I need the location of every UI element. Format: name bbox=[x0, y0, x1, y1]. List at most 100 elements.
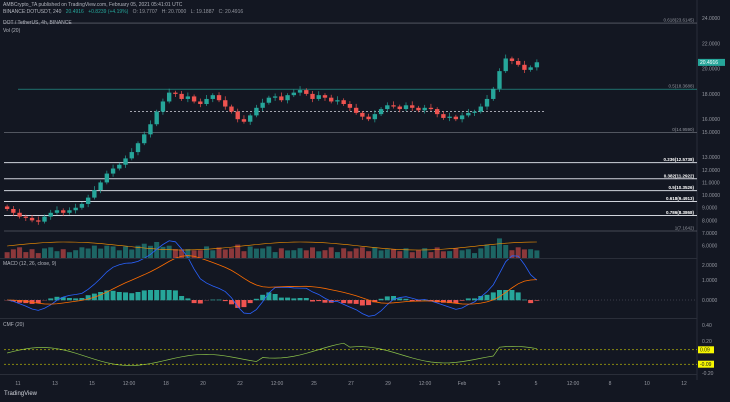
macd-histogram-bar bbox=[278, 297, 284, 301]
macd-label[interactable]: MACD (12, 26, close, 9) bbox=[3, 261, 57, 267]
time-tick: 8 bbox=[609, 381, 612, 387]
volume-bar bbox=[472, 253, 478, 258]
candle-body bbox=[291, 92, 296, 96]
time-tick: 12:00 bbox=[271, 381, 284, 387]
macd-histogram-bar bbox=[447, 300, 453, 304]
pane-divider[interactable] bbox=[0, 258, 697, 259]
candle-body bbox=[360, 112, 365, 117]
candle-body bbox=[484, 98, 490, 107]
volume-bar bbox=[297, 248, 303, 258]
candle-body bbox=[403, 105, 409, 110]
fib-level-label: 1(7.1642) bbox=[675, 226, 695, 231]
volume-bar bbox=[135, 245, 141, 258]
time-tick: 13 bbox=[52, 381, 58, 387]
cmf-tick: 0.40 bbox=[702, 323, 712, 329]
macd-histogram-bar bbox=[116, 292, 122, 301]
volume-bar bbox=[509, 250, 515, 258]
volume-bar bbox=[422, 248, 428, 258]
macd-histogram-bar bbox=[147, 290, 153, 301]
volume-bar bbox=[397, 251, 403, 258]
time-tick: 12:00 bbox=[123, 381, 136, 387]
price-tick: 15.0000 bbox=[702, 130, 720, 136]
candle-body bbox=[366, 116, 371, 120]
candle-body bbox=[491, 88, 496, 99]
macd-histogram-bar bbox=[310, 300, 316, 302]
candle-body bbox=[310, 93, 315, 99]
volume-bar bbox=[73, 250, 79, 258]
macd-histogram-bar bbox=[341, 300, 347, 304]
candle-body bbox=[229, 106, 234, 112]
candle-body bbox=[522, 64, 527, 70]
pane-divider[interactable] bbox=[0, 318, 697, 319]
macd-histogram-bar bbox=[210, 299, 216, 301]
candle-body bbox=[416, 107, 421, 111]
volume-bar bbox=[191, 250, 197, 258]
publish-line: AMBCrypto_TA published on TradingView.co… bbox=[3, 2, 183, 8]
candle-body bbox=[453, 116, 459, 120]
tradingview-logo[interactable]: TradingView bbox=[4, 391, 38, 397]
macd-histogram-bar bbox=[372, 300, 378, 303]
macd-tick: 0.0000 bbox=[702, 298, 718, 304]
volume-bar bbox=[123, 246, 129, 258]
volume-bar bbox=[228, 248, 234, 258]
macd-histogram-bar bbox=[85, 295, 91, 301]
price-tick: 6.0000 bbox=[702, 244, 718, 250]
time-tick: Feb bbox=[458, 381, 467, 387]
cmf-label[interactable]: CMF (20) bbox=[3, 322, 25, 328]
macd-histogram-bar bbox=[496, 290, 502, 301]
volume-bar bbox=[310, 247, 316, 258]
candle-body bbox=[353, 107, 359, 113]
volume-bar bbox=[54, 251, 60, 258]
fib-level-label: 0.5(18.3688) bbox=[668, 84, 694, 89]
candle-body bbox=[316, 95, 321, 99]
volume-bar bbox=[434, 247, 440, 258]
volume-bar bbox=[166, 245, 172, 258]
candle-body bbox=[173, 92, 178, 94]
pane-divider bbox=[0, 374, 697, 375]
candle-body bbox=[54, 210, 60, 213]
volume-bar bbox=[17, 247, 23, 258]
time-tick: 12:00 bbox=[419, 381, 432, 387]
macd-histogram-bar bbox=[459, 300, 465, 301]
candle-body bbox=[73, 207, 78, 211]
volume-bar bbox=[23, 252, 29, 258]
macd-histogram-bar bbox=[322, 300, 328, 303]
volume-bar bbox=[372, 247, 378, 258]
legend-title[interactable]: DOT / TetherUS, 4h, BINANCE bbox=[3, 20, 72, 26]
candle-body bbox=[509, 58, 515, 62]
price-tick: 9.0000 bbox=[702, 206, 718, 212]
macd-histogram-bar bbox=[160, 290, 166, 301]
volume-bar bbox=[490, 245, 496, 258]
macd-histogram-bar bbox=[197, 300, 203, 304]
macd-histogram-bar bbox=[316, 300, 322, 302]
price-tick: 24.0000 bbox=[702, 16, 720, 22]
candle-body bbox=[304, 90, 309, 94]
volume-bar bbox=[29, 249, 35, 258]
volume-bar bbox=[110, 246, 116, 258]
candle-body bbox=[397, 106, 402, 110]
macd-histogram-bar bbox=[347, 300, 353, 304]
volume-bar bbox=[478, 248, 484, 258]
macd-histogram-bar bbox=[391, 296, 397, 301]
ohlc-line: BINANCE:DOTUSDT, 240 20.4916 +0.8239 (+4… bbox=[3, 9, 246, 15]
volume-bar bbox=[4, 252, 10, 258]
candle-body bbox=[434, 109, 440, 115]
candle-body bbox=[98, 182, 103, 191]
fib-level-label: 0.236(12.5738) bbox=[663, 157, 694, 162]
volume-bar bbox=[409, 252, 415, 258]
macd-histogram-bar bbox=[73, 298, 79, 301]
last-price: 20.4916 bbox=[65, 9, 84, 15]
close-value: C: 20.4916 bbox=[218, 9, 244, 15]
macd-histogram-bar bbox=[478, 296, 484, 301]
volume-label[interactable]: Vol (20) bbox=[3, 28, 21, 34]
macd-histogram-bar bbox=[135, 292, 141, 301]
volume-bar bbox=[116, 250, 122, 258]
time-tick: 10 bbox=[644, 381, 650, 387]
macd-histogram-bar bbox=[247, 300, 253, 304]
price-tick: 8.0000 bbox=[702, 218, 718, 224]
cmf-line bbox=[7, 342, 537, 366]
volume-bar bbox=[384, 249, 390, 258]
candle-body bbox=[92, 190, 97, 198]
macd-histogram-bar bbox=[235, 300, 241, 308]
